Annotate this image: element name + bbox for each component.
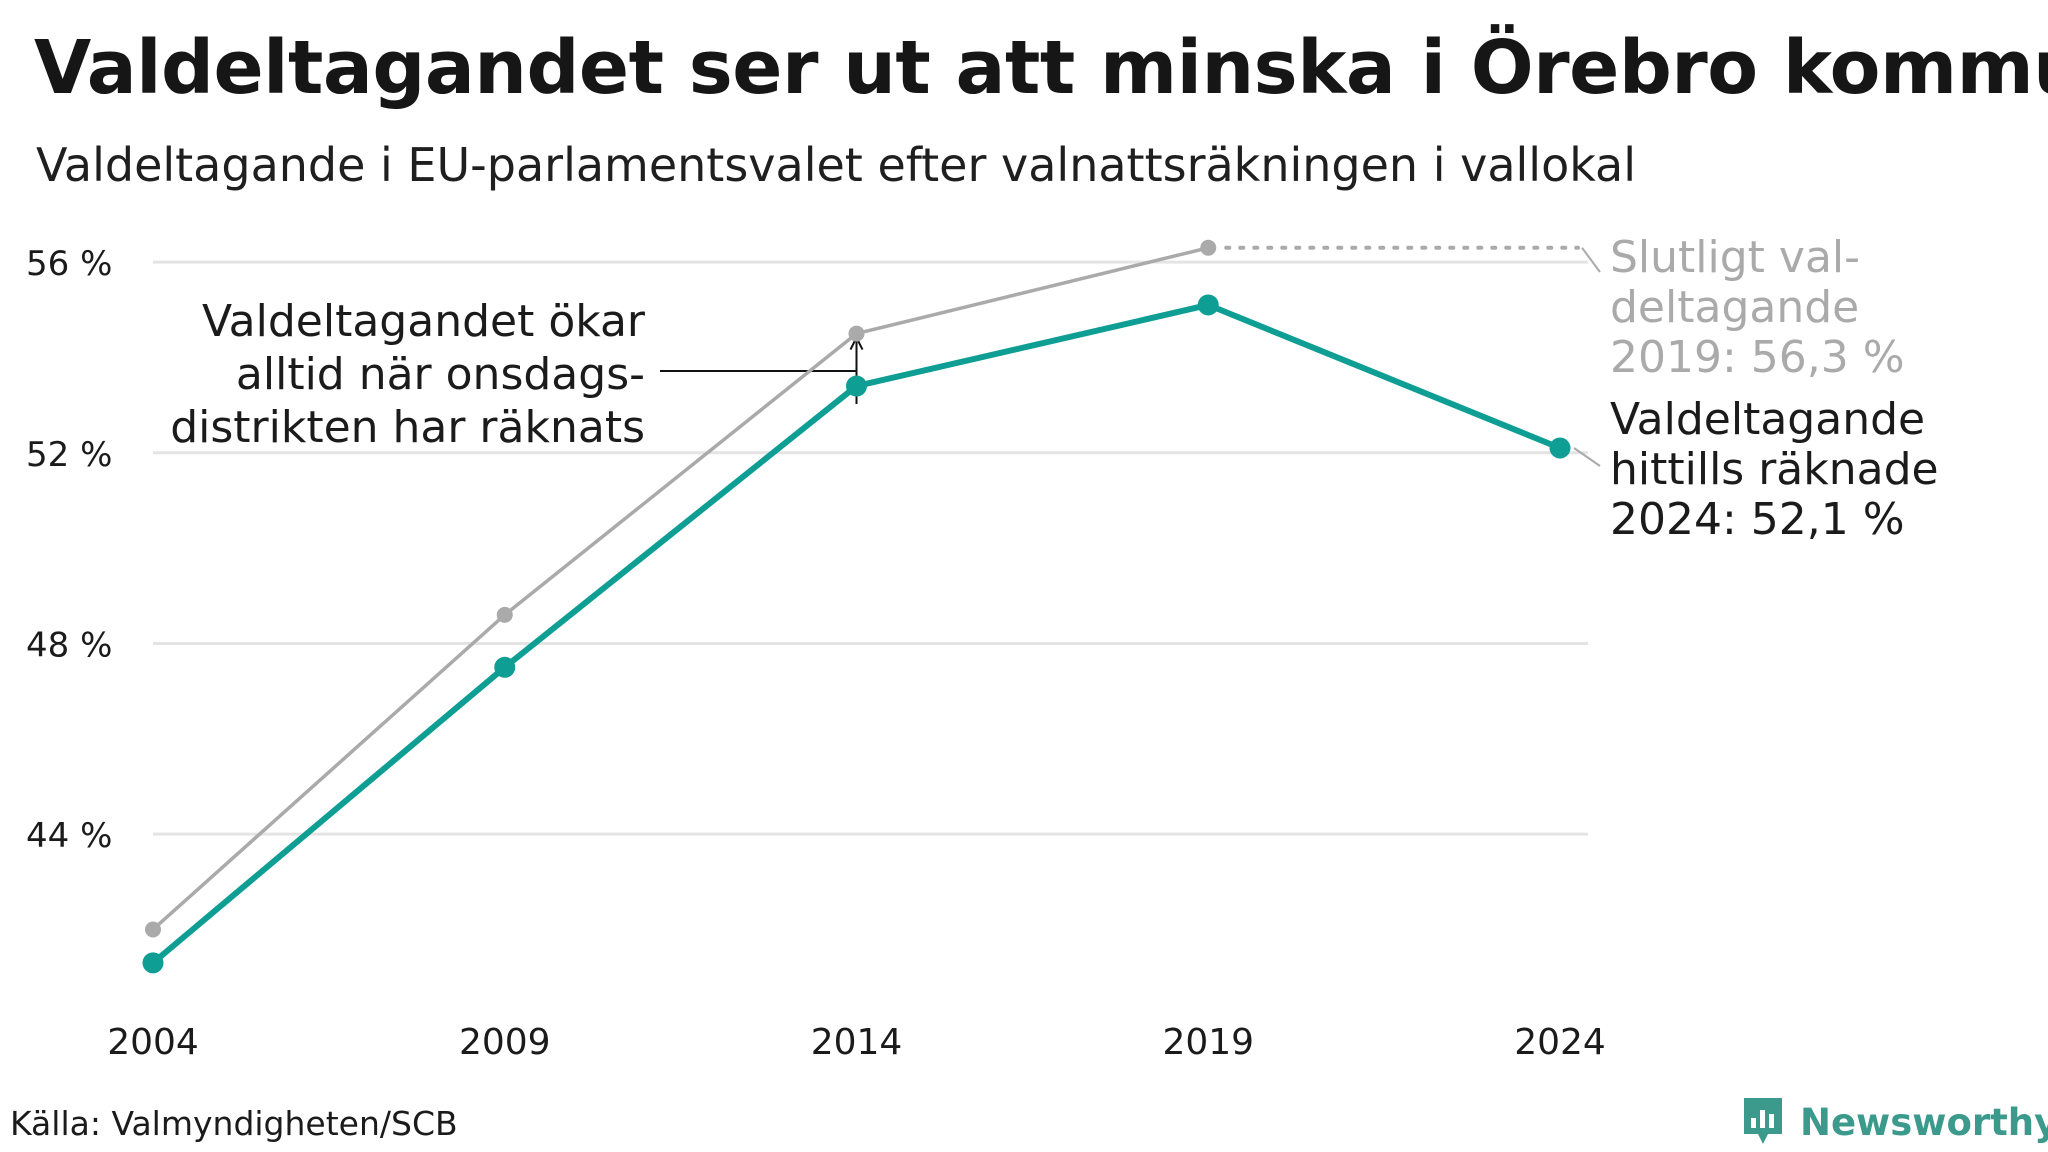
chart-title: Valdeltagandet ser ut att minska i Örebr… — [34, 25, 2048, 111]
gridlines — [153, 260, 1588, 836]
newsworthy-logo-icon — [1744, 1098, 1782, 1144]
x-tick-label: 2024 — [1514, 1022, 1606, 1063]
series-line-final — [151, 246, 1210, 932]
current-label-line: hittills räknade — [1610, 444, 1939, 495]
current-label-line: 2024: 52,1 % — [1610, 494, 1905, 545]
current-label-line: Valdeltagande — [1610, 394, 1925, 445]
data-point-final — [1200, 239, 1217, 256]
chart-subtitle: Valdeltagande i EU-parlamentsvalet efter… — [36, 138, 1637, 192]
wednesday-note-line: distrikten har räknats — [170, 402, 645, 453]
source-note: Källa: Valmyndigheten/SCB — [10, 1104, 458, 1143]
data-point-final — [145, 921, 161, 938]
final-label-line: 2019: 56,3 % — [1610, 332, 1905, 383]
series — [142, 239, 1571, 974]
x-tick-label: 2014 — [811, 1022, 903, 1063]
wednesday-note-line: Valdeltagandet ökar — [202, 296, 646, 347]
data-point-election_night — [1197, 294, 1219, 316]
data-point-election_night — [846, 375, 867, 397]
newsworthy-logo-text: Newsworthy — [1800, 1100, 2048, 1144]
y-tick-label: 44 % — [26, 816, 112, 856]
final-label-connector — [1581, 247, 1601, 273]
y-tick-label: 52 % — [26, 435, 112, 475]
y-tick-label: 48 % — [26, 625, 112, 665]
data-point-election_night — [142, 952, 164, 974]
x-tick-label: 2004 — [107, 1022, 199, 1063]
wednesday-note-line: alltid när onsdags- — [236, 349, 645, 400]
final-label-line: deltagande — [1610, 282, 1859, 333]
data-point-election_night — [494, 656, 516, 678]
current-label-connector — [1573, 447, 1601, 467]
x-axis-ticks: 2004 2009 2014 2019 2024 — [107, 1022, 1606, 1063]
x-tick-label: 2009 — [459, 1022, 551, 1063]
data-point-final — [848, 325, 865, 342]
final-label-line: Slutligt val- — [1610, 232, 1860, 283]
data-point-election_night — [1549, 437, 1571, 459]
data-point-final — [496, 606, 513, 623]
y-axis-ticks: 44 % 48 % 52 % 56 % — [26, 244, 112, 856]
newsworthy-logo: Newsworthy — [1740, 1094, 2048, 1150]
y-tick-label: 56 % — [26, 244, 112, 284]
x-tick-label: 2019 — [1162, 1022, 1254, 1063]
